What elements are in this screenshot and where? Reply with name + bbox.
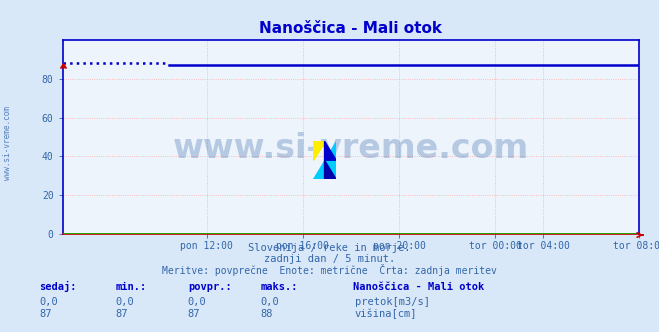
Polygon shape [313,141,336,179]
Title: Nanoščica - Mali otok: Nanoščica - Mali otok [260,21,442,36]
Text: Slovenija / reke in morje.: Slovenija / reke in morje. [248,243,411,253]
Text: Meritve: povprečne  Enote: metrične  Črta: zadnja meritev: Meritve: povprečne Enote: metrične Črta:… [162,264,497,276]
Text: Nanoščica - Mali otok: Nanoščica - Mali otok [353,283,484,292]
Text: 87: 87 [188,309,200,319]
Polygon shape [325,160,336,179]
Text: sedaj:: sedaj: [40,282,77,292]
Text: maks.:: maks.: [260,283,298,292]
Text: 88: 88 [260,309,273,319]
Text: 87: 87 [115,309,128,319]
Text: 0,0: 0,0 [115,297,134,307]
Text: pretok[m3/s]: pretok[m3/s] [355,297,430,307]
Text: višina[cm]: višina[cm] [355,309,417,319]
Polygon shape [313,141,325,160]
Text: min.:: min.: [115,283,146,292]
Text: povpr.:: povpr.: [188,283,231,292]
Text: 87: 87 [40,309,52,319]
Text: www.si-vreme.com: www.si-vreme.com [3,106,13,180]
Text: zadnji dan / 5 minut.: zadnji dan / 5 minut. [264,254,395,264]
Text: 0,0: 0,0 [188,297,206,307]
Text: 0,0: 0,0 [260,297,279,307]
Text: 0,0: 0,0 [40,297,58,307]
Text: www.si-vreme.com: www.si-vreme.com [173,132,529,165]
Polygon shape [325,141,336,160]
